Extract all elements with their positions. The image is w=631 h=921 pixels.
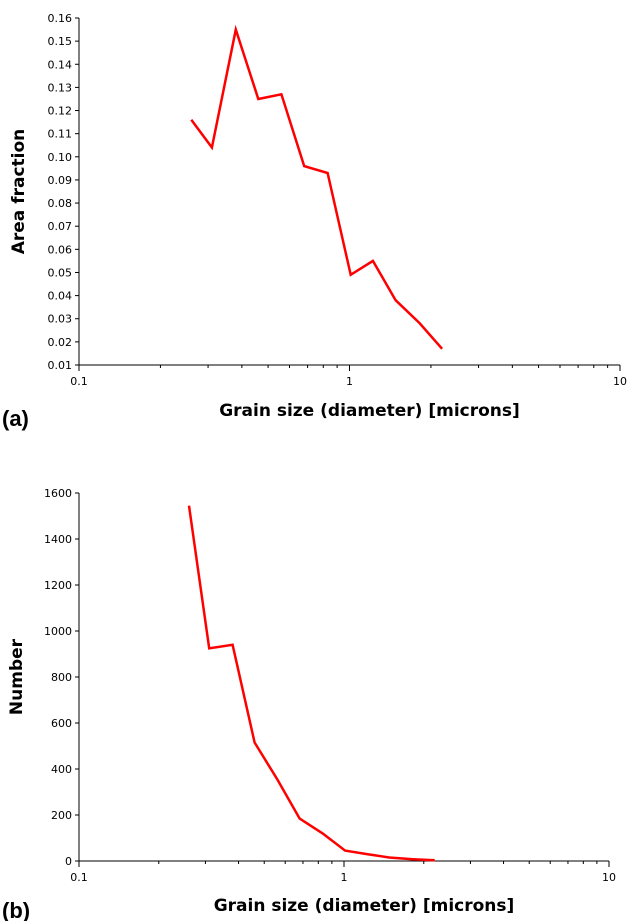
panel-b-label: (b) bbox=[2, 898, 30, 921]
panel-b-series-line-0 bbox=[187, 505, 435, 862]
panel-a-y-tick-label: 0.05 bbox=[48, 266, 73, 279]
panel-a-chart: 0.010.020.030.040.050.060.070.080.090.10… bbox=[2, 12, 627, 431]
panel-b-y-tick-label: 1200 bbox=[44, 579, 72, 592]
panel-a-x-axis-title: Grain size (diameter) [microns] bbox=[219, 401, 520, 421]
panel-a-y-tick-label: 0.13 bbox=[48, 81, 73, 94]
panel-a-y-tick-label: 0.02 bbox=[48, 336, 73, 349]
panel-b-x-tick-label: 10 bbox=[602, 871, 616, 884]
panel-a-x-tick-label: 0.1 bbox=[70, 375, 88, 388]
panel-b-y-tick-label: 1400 bbox=[44, 533, 72, 546]
panel-a-y-tick-label: 0.04 bbox=[48, 290, 73, 303]
panel-b-x-axis-title: Grain size (diameter) [microns] bbox=[214, 896, 515, 916]
panel-a-y-tick-label: 0.09 bbox=[48, 174, 73, 187]
panel-b-y-tick-label: 1600 bbox=[44, 487, 72, 500]
panel-b-x-tick-label: 1 bbox=[341, 871, 348, 884]
panel-a-y-tick-label: 0.03 bbox=[48, 313, 73, 326]
panel-a-y-axis-title: Area fraction bbox=[9, 129, 29, 255]
panel-a-label: (a) bbox=[2, 406, 29, 431]
panel-a-y-tick-label: 0.12 bbox=[48, 105, 73, 118]
panel-a-y-tick-label: 0.16 bbox=[48, 12, 73, 25]
panel-b-y-tick-label: 400 bbox=[51, 763, 72, 776]
panel-b-y-tick-label: 200 bbox=[51, 809, 72, 822]
panel-a-y-tick-label: 0.15 bbox=[48, 35, 73, 48]
panel-a-y-tick-label: 0.07 bbox=[48, 220, 73, 233]
panel-b-y-tick-label: 0 bbox=[65, 855, 72, 868]
panel-a-y-tick-label: 0.06 bbox=[48, 243, 73, 256]
panel-b-y-axis-title: Number bbox=[7, 638, 27, 715]
panel-b-chart: 0 200 400 600 800 1000 1200 1400 1600 0.1 1 10 Grain… bbox=[2, 487, 616, 921]
panel-b-x-tick-label: 0.1 bbox=[70, 871, 88, 884]
panel-a-series-line-0 bbox=[190, 24, 444, 350]
panel-a-y-tick-label: 0.11 bbox=[48, 128, 73, 141]
panel-a-x-tick-label: 10 bbox=[613, 375, 627, 388]
panel-b-y-tick-label: 600 bbox=[51, 717, 72, 730]
panel-a-y-tick-label: 0.14 bbox=[48, 58, 73, 71]
panel-a-y-tick-label: 0.10 bbox=[48, 151, 73, 164]
panel-b-y-tick-label: 800 bbox=[51, 671, 72, 684]
panel-a-x-tick-label: 1 bbox=[346, 375, 353, 388]
panel-b-y-tick-label: 1000 bbox=[44, 625, 72, 638]
panel-a-y-tick-label: 0.08 bbox=[48, 197, 73, 210]
panel-a-y-tick-label: 0.01 bbox=[48, 359, 73, 372]
